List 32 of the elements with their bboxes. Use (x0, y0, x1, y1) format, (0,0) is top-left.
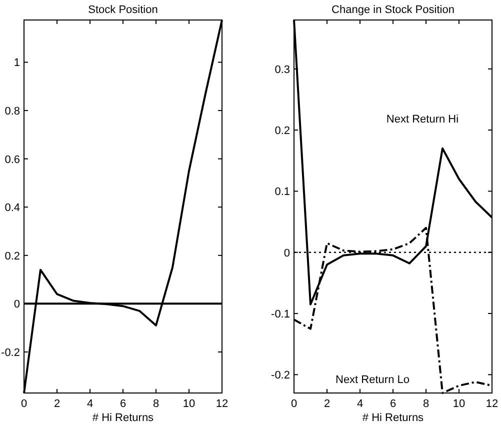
y-tick-label: -0.2 (271, 370, 290, 382)
x-tick-label: 8 (422, 398, 430, 410)
y-tick-label: 0.4 (4, 202, 20, 214)
y-tick-label: -0.1 (271, 308, 290, 321)
x-tick-label: 8 (152, 398, 160, 410)
x-tick-label: 6 (390, 398, 396, 410)
x-tick-label: 12 (216, 398, 228, 410)
y-tick-label: 0.2 (4, 250, 20, 262)
y-tick-label: 0.6 (4, 154, 20, 166)
text: Next Return Hi (386, 113, 459, 126)
y-tick-label: 0.3 (274, 64, 290, 76)
x-tick-label: 10 (452, 398, 466, 410)
x-axis-title: # Hi Returns (92, 412, 154, 424)
chart-title: Change in Stock Position (332, 4, 454, 16)
x-tick-label: 12 (486, 398, 498, 410)
x-tick-label: 0 (290, 398, 298, 410)
x-tick-label: 4 (356, 398, 364, 410)
y-tick-label: 0.8 (4, 106, 20, 118)
y-tick-label: 1 (14, 57, 20, 70)
chart-title: Stock Position (88, 4, 158, 16)
y-tick-label: 0 (284, 247, 290, 260)
y-tick-label: 0 (14, 298, 20, 311)
x-tick-label: 6 (120, 398, 126, 410)
text: Next Return Lo (336, 374, 410, 386)
x-tick-label: 2 (324, 398, 330, 410)
y-tick-label: 0.2 (274, 125, 290, 138)
y-tick-label: 0.1 (274, 186, 290, 198)
y-tick-label: -0.2 (1, 346, 20, 359)
x-tick-label: 10 (182, 398, 196, 410)
x-tick-label: 2 (54, 398, 60, 410)
x-axis-title: # Hi Returns (362, 412, 424, 424)
x-tick-label: 4 (86, 398, 94, 410)
